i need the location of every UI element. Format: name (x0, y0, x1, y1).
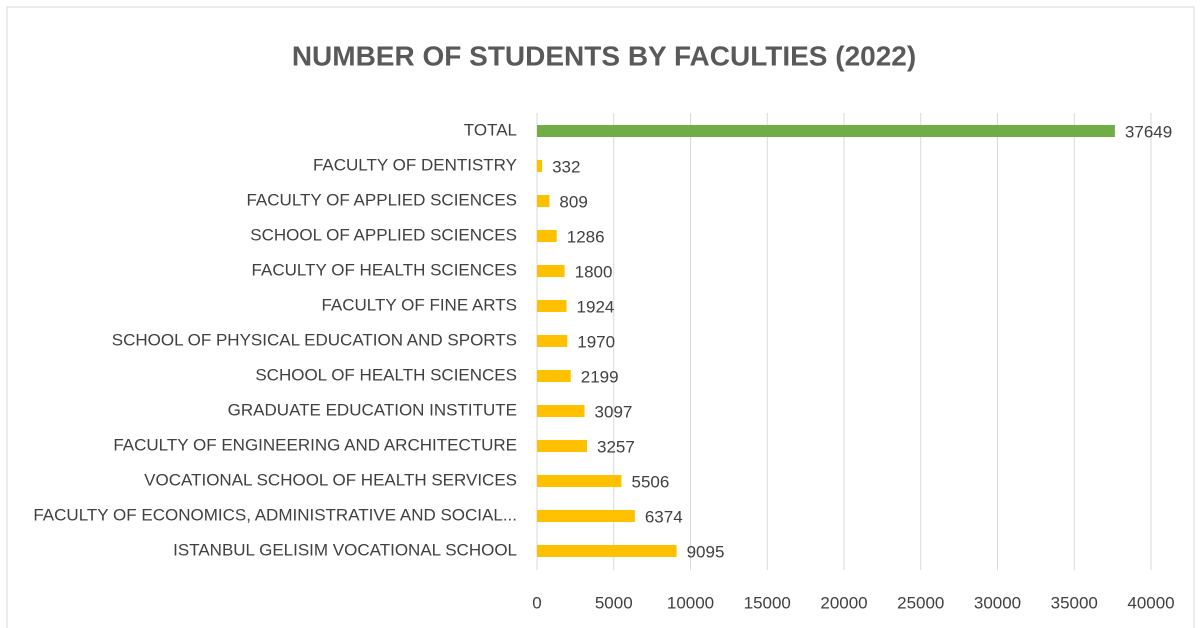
data-label: 1924 (577, 297, 615, 316)
y-tick-label: FACULTY OF FINE ARTS (321, 295, 517, 314)
data-label: 5506 (632, 472, 670, 491)
x-tick-label: 40000 (1127, 593, 1174, 612)
x-tick-label: 20000 (820, 593, 867, 612)
y-tick-label: SCHOOL OF APPLIED SCIENCES (250, 225, 517, 244)
bar (537, 370, 571, 382)
y-tick-label: FACULTY OF ECONOMICS, ADMINISTRATIVE AND… (33, 505, 517, 524)
y-tick-label: VOCATIONAL SCHOOL OF HEALTH SERVICES (144, 470, 517, 489)
x-tick-label: 25000 (897, 593, 944, 612)
data-label: 1800 (575, 262, 613, 281)
data-label: 3097 (595, 402, 633, 421)
data-label: 2199 (581, 367, 619, 386)
chart-title: NUMBER OF STUDENTS BY FACULTIES (2022) (292, 40, 916, 71)
bar (537, 335, 568, 347)
data-label: 37649 (1125, 122, 1172, 141)
bar (537, 230, 557, 242)
data-label: 3257 (597, 437, 635, 456)
bar (537, 510, 635, 522)
y-tick-label: FACULTY OF APPLIED SCIENCES (246, 190, 517, 209)
bar (537, 265, 565, 277)
data-label: 1970 (577, 332, 615, 351)
x-tick-label: 35000 (1051, 593, 1098, 612)
x-tick-label: 30000 (974, 593, 1021, 612)
x-tick-label: 10000 (667, 593, 714, 612)
data-label: 1286 (567, 227, 605, 246)
x-tick-label: 0 (532, 593, 541, 612)
data-label: 9095 (687, 542, 725, 561)
bar (537, 160, 543, 172)
bar (537, 195, 550, 207)
bar (537, 475, 622, 487)
bar (537, 405, 585, 417)
data-label: 6374 (645, 507, 683, 526)
y-tick-label: GRADUATE EDUCATION INSTITUTE (228, 400, 517, 419)
chart-border (6, 6, 1195, 628)
y-tick-label: SCHOOL OF HEALTH SCIENCES (255, 365, 517, 384)
x-tick-label: 15000 (744, 593, 791, 612)
x-tick-label: 5000 (595, 593, 633, 612)
data-label: 809 (559, 192, 587, 211)
y-tick-label: FACULTY OF ENGINEERING AND ARCHITECTURE (113, 435, 517, 454)
bar (537, 300, 567, 312)
y-tick-label: SCHOOL OF PHYSICAL EDUCATION AND SPORTS (112, 330, 517, 349)
bar (537, 545, 677, 557)
y-tick-label: ISTANBUL GELISIM VOCATIONAL SCHOOL (173, 540, 517, 559)
y-tick-label: TOTAL (464, 120, 517, 139)
bar (537, 125, 1115, 137)
y-tick-label: FACULTY OF DENTISTRY (313, 155, 517, 174)
data-label: 332 (552, 157, 580, 176)
y-tick-label: FACULTY OF HEALTH SCIENCES (252, 260, 517, 279)
bar (537, 440, 587, 452)
